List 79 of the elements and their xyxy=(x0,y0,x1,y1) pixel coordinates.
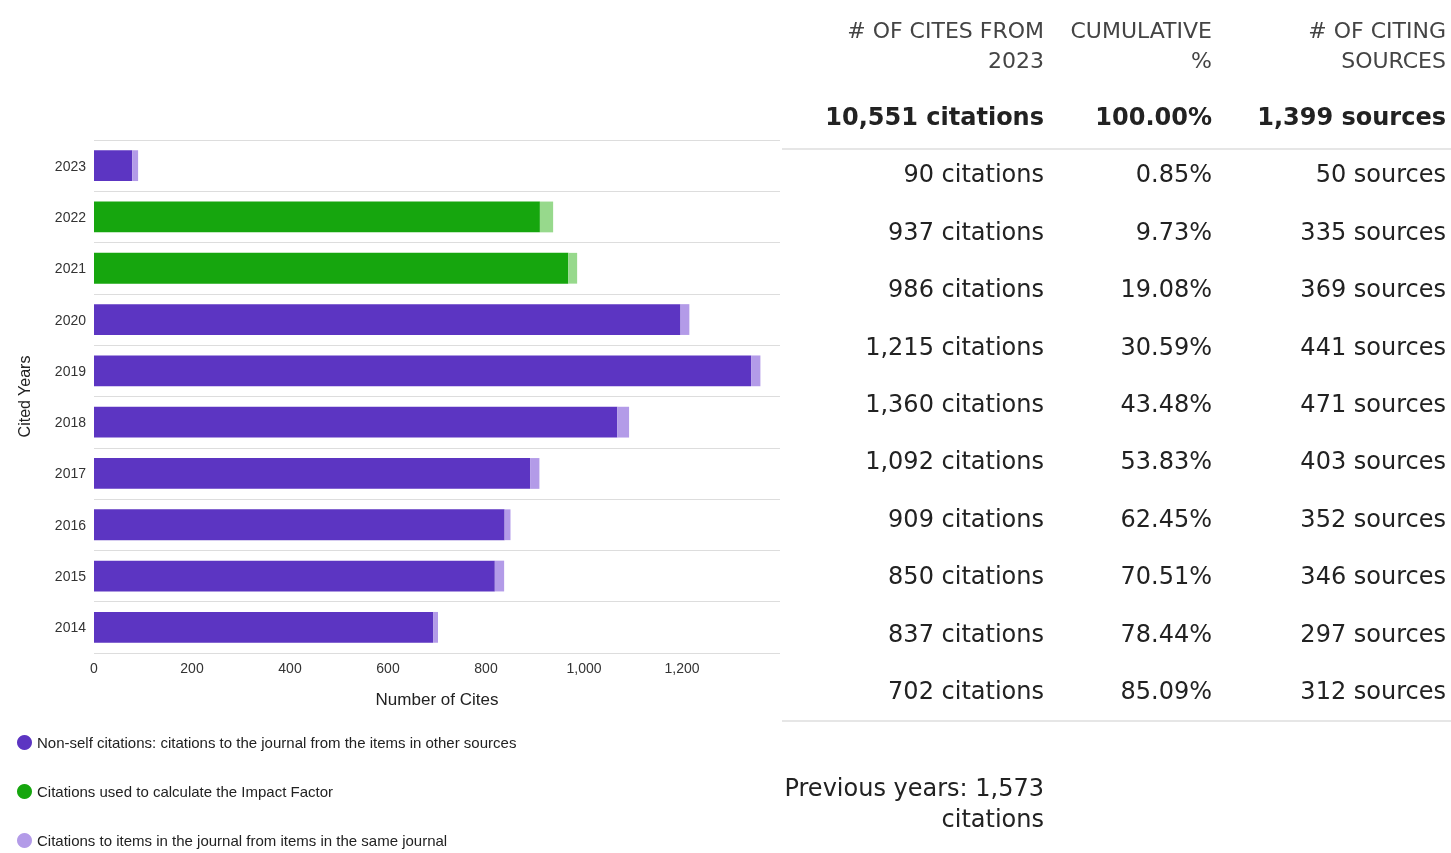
text: 352 sources xyxy=(1299,503,1446,535)
text: 30.59% xyxy=(1119,331,1212,363)
bar xyxy=(539,201,554,233)
text: 369 sources xyxy=(1299,274,1446,306)
x-tick-label: 600 xyxy=(376,660,400,676)
legend-label: Citations to items in the journal from items in the same journal xyxy=(37,832,448,849)
text: CUMULATIVE % xyxy=(1069,17,1212,75)
text: 85.09% xyxy=(1119,676,1212,707)
y-tick-label: 2018 xyxy=(54,414,87,431)
y-tick-label: 2019 xyxy=(54,362,87,379)
x-axis-title: Number of Cites xyxy=(375,690,499,709)
x-tick-label: 800 xyxy=(474,660,498,676)
bar xyxy=(568,252,578,284)
y-tick-label: 2020 xyxy=(54,311,87,328)
bar xyxy=(94,458,531,489)
bar xyxy=(94,201,540,233)
text: 403 sources xyxy=(1299,446,1446,478)
text: 100.00% xyxy=(1094,102,1212,133)
y-tick-label: 2014 xyxy=(54,619,87,636)
bar xyxy=(530,458,540,489)
bar xyxy=(94,611,434,643)
text: 471 sources xyxy=(1299,389,1446,420)
x-tick-label: 0 xyxy=(90,660,99,676)
x-tick-label: 1,000 xyxy=(566,660,602,676)
y-axis-title: Cited Years xyxy=(15,355,33,438)
text: # OF CITES FROM 2023 xyxy=(846,17,1044,75)
bar xyxy=(617,406,630,438)
legend-label: Non-self citations: citations to the journal from the items in other sources xyxy=(37,734,517,751)
bar xyxy=(433,611,438,643)
text: 10,551 citations xyxy=(824,102,1044,133)
y-tick-label: 2023 xyxy=(54,157,87,174)
text: 297 sources xyxy=(1299,618,1446,650)
text: 335 sources xyxy=(1299,216,1446,248)
text: 850 citations xyxy=(887,561,1044,593)
legend-label: Citations used to calculate the Impact Factor xyxy=(37,783,333,800)
text: 19.08% xyxy=(1119,274,1212,306)
x-tick-label: 200 xyxy=(180,660,204,676)
y-tick-label: 2022 xyxy=(54,208,87,225)
bar xyxy=(680,304,690,335)
text: 70.51% xyxy=(1119,561,1212,593)
text: 0.85% xyxy=(1134,159,1212,191)
text: 62.45% xyxy=(1119,503,1212,535)
bar xyxy=(94,304,681,335)
text: 702 citations xyxy=(887,676,1044,707)
text: 937 citations xyxy=(887,216,1044,248)
bar xyxy=(94,252,569,284)
bar xyxy=(94,406,618,438)
text: 909 citations xyxy=(887,503,1044,535)
text: 837 citations xyxy=(887,618,1044,650)
text: Previous years: 1,573 citations xyxy=(783,773,1044,836)
x-tick-label: 1,200 xyxy=(664,660,700,676)
text: 1,360 citations xyxy=(864,389,1044,420)
text: 1,092 citations xyxy=(864,446,1044,478)
text: 312 sources xyxy=(1299,676,1446,707)
y-tick-label: 2021 xyxy=(54,260,87,277)
text: 346 sources xyxy=(1299,561,1446,593)
text: 78.44% xyxy=(1119,618,1212,650)
y-tick-label: 2016 xyxy=(54,516,87,533)
text: 90 citations xyxy=(902,159,1044,191)
text: 43.48% xyxy=(1119,389,1212,420)
bar xyxy=(751,355,761,387)
text: # OF CITING SOURCES xyxy=(1307,17,1446,75)
bar xyxy=(94,509,505,541)
y-tick-label: 2015 xyxy=(54,568,87,585)
y-tick-label: 2017 xyxy=(54,465,87,482)
text: 1,399 sources xyxy=(1256,102,1446,133)
bar xyxy=(94,355,752,387)
bar xyxy=(94,560,495,592)
text: 53.83% xyxy=(1119,446,1212,478)
bar xyxy=(494,560,505,592)
bar xyxy=(132,150,139,182)
text: 986 citations xyxy=(887,274,1044,306)
text: 50 sources xyxy=(1314,159,1446,191)
bar xyxy=(94,150,133,182)
x-tick-label: 400 xyxy=(278,660,302,676)
text: 9.73% xyxy=(1134,216,1212,248)
text: 1,215 citations xyxy=(864,331,1044,363)
text: 441 sources xyxy=(1299,331,1446,363)
bar xyxy=(504,509,511,541)
